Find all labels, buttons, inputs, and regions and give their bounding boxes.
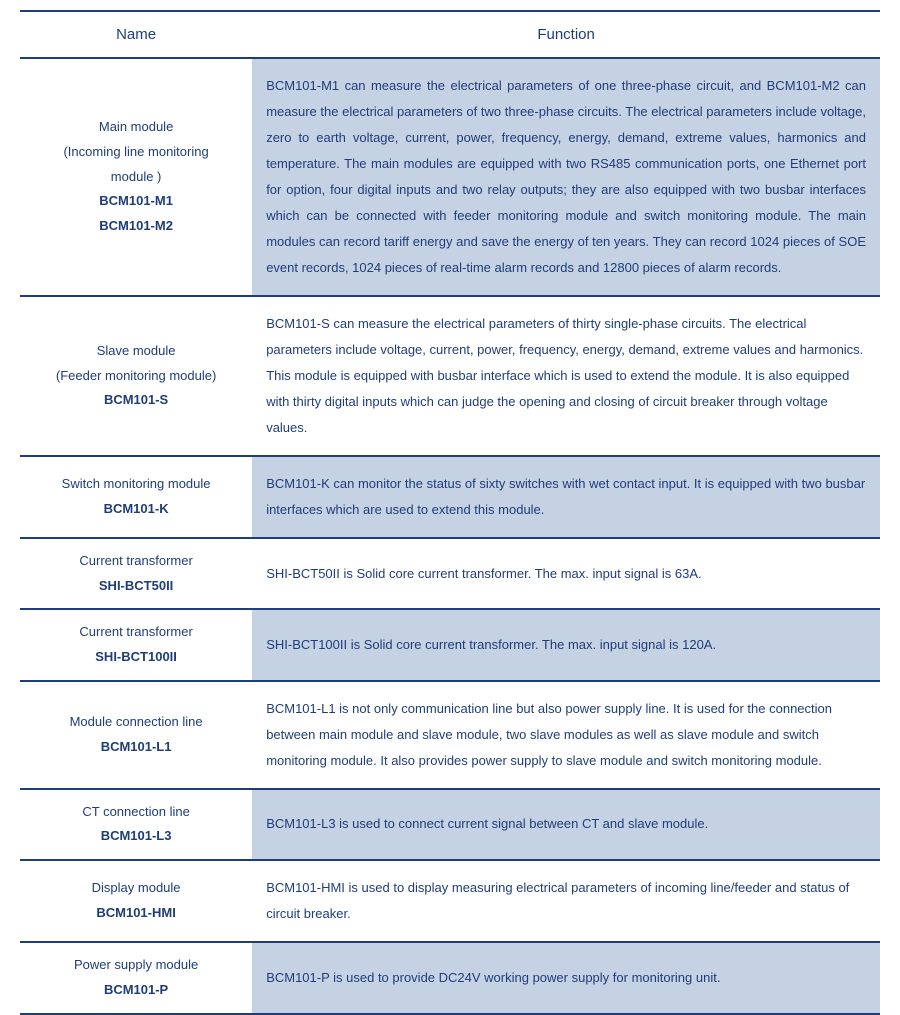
function-cell: SHI-BCT50II is Solid core current transf… — [252, 538, 880, 609]
part-number: BCM101-P — [26, 978, 246, 1003]
table-body: Main module(Incoming line monitoringmodu… — [20, 58, 880, 1014]
name-line: Main module — [26, 115, 246, 140]
part-number: SHI-BCT50II — [26, 574, 246, 599]
table-row: Display moduleBCM101-HMIBCM101-HMI is us… — [20, 860, 880, 942]
function-cell: BCM101-M1 can measure the electrical par… — [252, 58, 880, 296]
name-line: Current transformer — [26, 549, 246, 574]
name-line: CT connection line — [26, 800, 246, 825]
part-number: BCM101-M1 — [26, 189, 246, 214]
table-row: Main module(Incoming line monitoringmodu… — [20, 58, 880, 296]
table-row: Switch monitoring moduleBCM101-KBCM101-K… — [20, 456, 880, 538]
module-table: Name Function Main module(Incoming line … — [20, 10, 880, 1015]
part-number: SHI-BCT100II — [26, 645, 246, 670]
name-line: module ) — [26, 165, 246, 190]
header-name: Name — [20, 11, 252, 58]
part-number: BCM101-L1 — [26, 735, 246, 760]
name-line: Module connection line — [26, 710, 246, 735]
table-row: Module connection lineBCM101-L1BCM101-L1… — [20, 681, 880, 789]
name-line: Current transformer — [26, 620, 246, 645]
table-row: Slave module(Feeder monitoring module)BC… — [20, 296, 880, 456]
name-cell: Module connection lineBCM101-L1 — [20, 681, 252, 789]
name-line: Power supply module — [26, 953, 246, 978]
name-line: Display module — [26, 876, 246, 901]
function-cell: BCM101-L1 is not only communication line… — [252, 681, 880, 789]
header-function: Function — [252, 11, 880, 58]
table-header-row: Name Function — [20, 11, 880, 58]
name-line: Slave module — [26, 339, 246, 364]
name-line: (Incoming line monitoring — [26, 140, 246, 165]
function-cell: SHI-BCT100II is Solid core current trans… — [252, 609, 880, 680]
part-number: BCM101-S — [26, 388, 246, 413]
name-cell: Display moduleBCM101-HMI — [20, 860, 252, 942]
name-line: Switch monitoring module — [26, 472, 246, 497]
name-cell: CT connection lineBCM101-L3 — [20, 789, 252, 860]
part-number: BCM101-M2 — [26, 214, 246, 239]
table-row: Power supply moduleBCM101-PBCM101-P is u… — [20, 942, 880, 1013]
table-row: CT connection lineBCM101-L3BCM101-L3 is … — [20, 789, 880, 860]
part-number: BCM101-HMI — [26, 901, 246, 926]
function-cell: BCM101-K can monitor the status of sixty… — [252, 456, 880, 538]
name-cell: Power supply moduleBCM101-P — [20, 942, 252, 1013]
function-cell: BCM101-P is used to provide DC24V workin… — [252, 942, 880, 1013]
part-number: BCM101-K — [26, 497, 246, 522]
function-cell: BCM101-S can measure the electrical para… — [252, 296, 880, 456]
name-cell: Current transformerSHI-BCT100II — [20, 609, 252, 680]
name-cell: Switch monitoring moduleBCM101-K — [20, 456, 252, 538]
name-cell: Main module(Incoming line monitoringmodu… — [20, 58, 252, 296]
table-row: Current transformerSHI-BCT50IISHI-BCT50I… — [20, 538, 880, 609]
name-cell: Slave module(Feeder monitoring module)BC… — [20, 296, 252, 456]
name-line: (Feeder monitoring module) — [26, 364, 246, 389]
name-cell: Current transformerSHI-BCT50II — [20, 538, 252, 609]
table-row: Current transformerSHI-BCT100IISHI-BCT10… — [20, 609, 880, 680]
function-cell: BCM101-HMI is used to display measuring … — [252, 860, 880, 942]
function-cell: BCM101-L3 is used to connect current sig… — [252, 789, 880, 860]
part-number: BCM101-L3 — [26, 824, 246, 849]
